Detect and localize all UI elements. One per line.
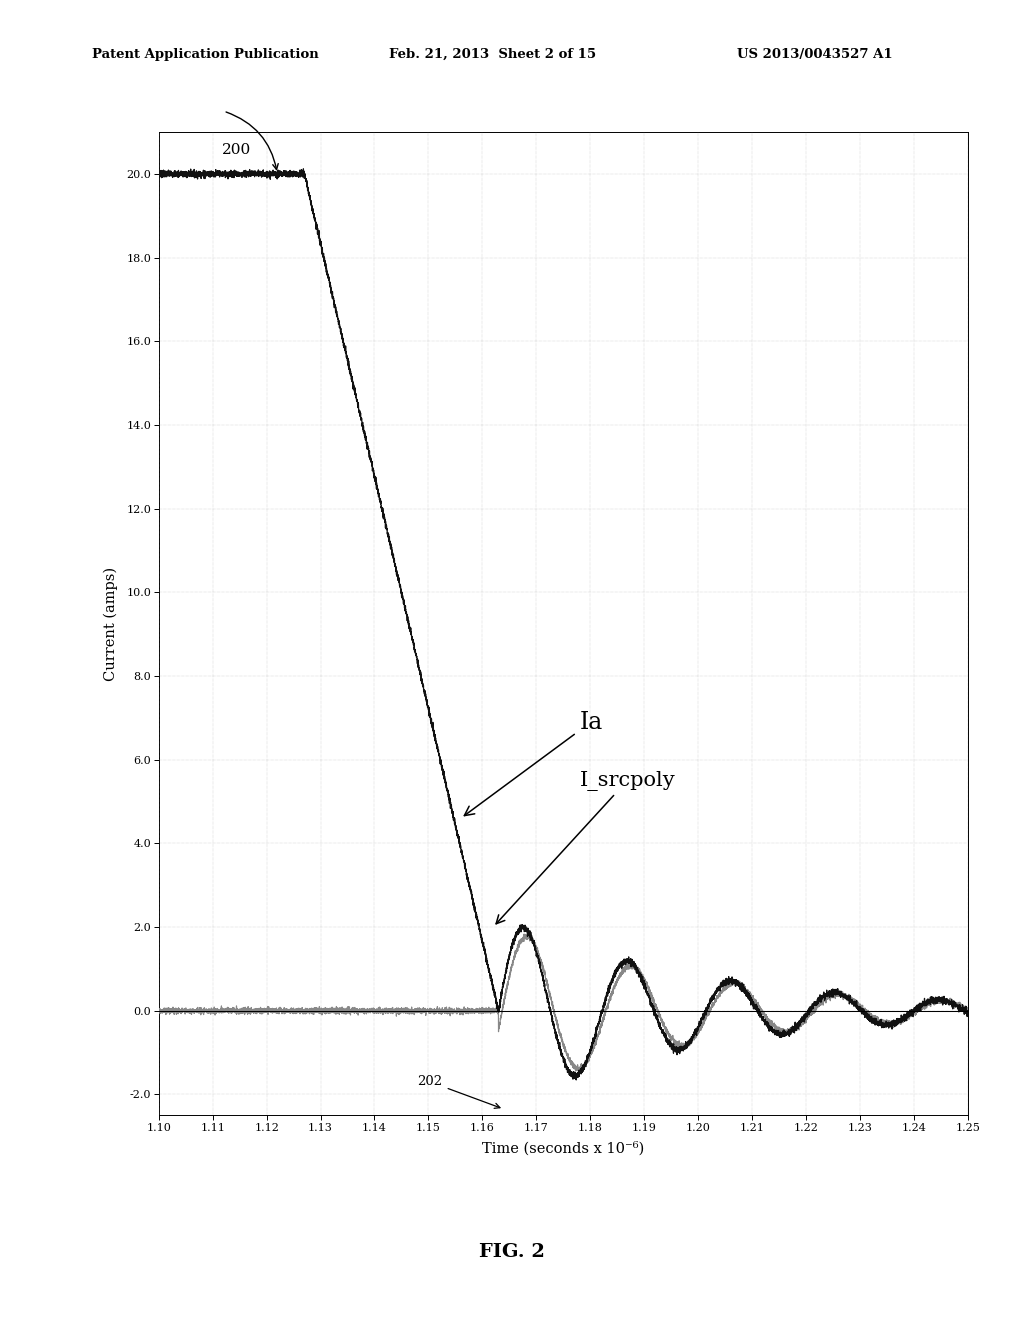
Text: I_srcpoly: I_srcpoly [496,771,675,924]
Text: Patent Application Publication: Patent Application Publication [92,48,318,61]
Text: 202: 202 [418,1076,500,1109]
Text: FIG. 2: FIG. 2 [479,1242,545,1261]
X-axis label: Time (seconds x 10⁻⁶): Time (seconds x 10⁻⁶) [482,1142,644,1156]
Text: Ia: Ia [464,710,603,816]
Text: Feb. 21, 2013  Sheet 2 of 15: Feb. 21, 2013 Sheet 2 of 15 [389,48,596,61]
Y-axis label: Current (amps): Current (amps) [103,566,118,681]
Text: US 2013/0043527 A1: US 2013/0043527 A1 [737,48,893,61]
Text: 200: 200 [222,144,252,157]
